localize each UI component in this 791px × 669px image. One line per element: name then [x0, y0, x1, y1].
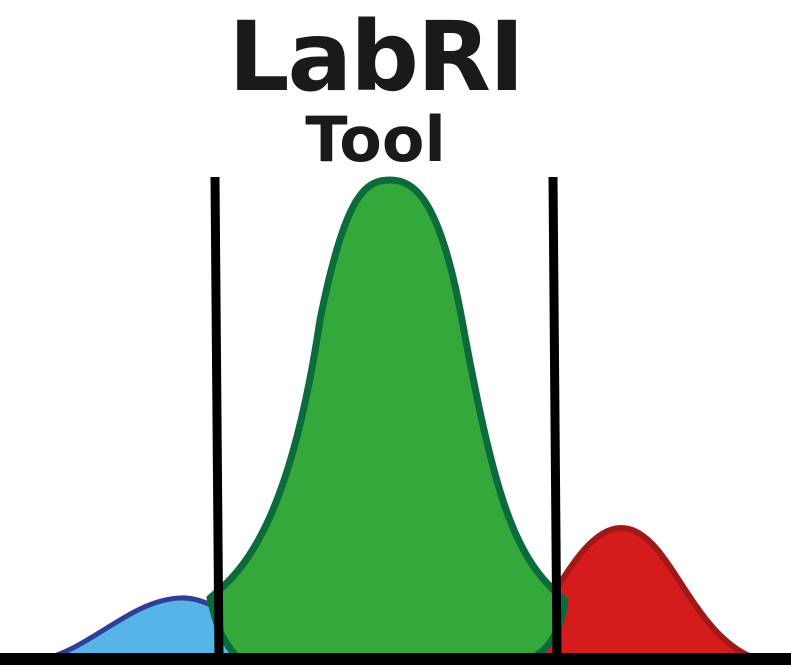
logo-title: LabRI: [228, 1, 524, 113]
center-distribution-curve: [206, 176, 569, 664]
logo-subtitle: Tool: [305, 103, 446, 176]
right-reference-line: [548, 176, 562, 661]
left-reference-line: [210, 176, 224, 661]
